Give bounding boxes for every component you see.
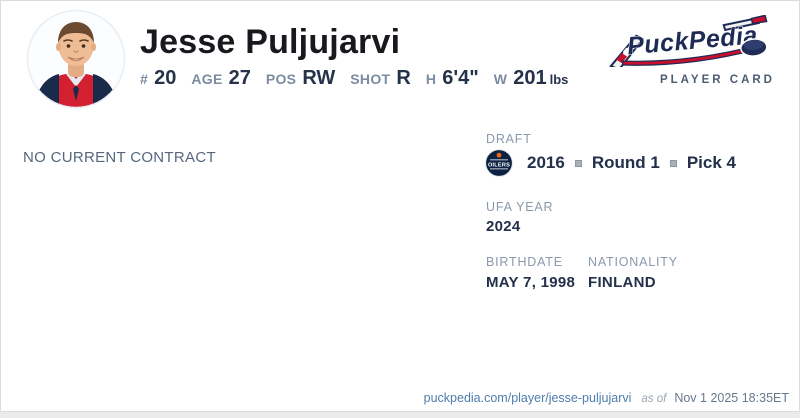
player-photo bbox=[26, 9, 126, 109]
nationality-value: FINLAND bbox=[588, 274, 656, 291]
player-name: Jesse Puljujarvi bbox=[140, 23, 401, 61]
stat-position-label: POS bbox=[265, 71, 297, 87]
draft-round: Round 1 bbox=[591, 153, 660, 172]
stat-age-label: AGE bbox=[191, 71, 223, 87]
stat-position: POS RW bbox=[266, 67, 335, 90]
stat-shot-value: R bbox=[396, 67, 411, 89]
avatar bbox=[26, 9, 126, 109]
birthdate-value: MAY 7, 1998 bbox=[486, 274, 576, 291]
stat-weight: W 201 lbs bbox=[494, 67, 569, 90]
timestamp: Nov 1 2025 18:35ET bbox=[674, 391, 789, 405]
nationality-label: NATIONALITY bbox=[588, 255, 678, 269]
player-card-subtitle: PLAYER CARD bbox=[659, 74, 775, 86]
stat-shot: SHOT R bbox=[350, 67, 411, 90]
stat-number: # 20 bbox=[140, 67, 176, 90]
puckpedia-logo-icon: PuckPedia bbox=[609, 14, 768, 71]
player-page-link[interactable]: puckpedia.com/player/jesse-puljujarvi bbox=[423, 391, 632, 405]
stat-age-value: 27 bbox=[228, 67, 251, 89]
draft-year: 2016 bbox=[527, 153, 565, 172]
brand-block: PuckPedia PLAYER CARD bbox=[607, 14, 775, 86]
draft-label: DRAFT bbox=[486, 132, 532, 146]
stat-number-label: # bbox=[140, 71, 149, 87]
separator-square-icon bbox=[574, 159, 582, 167]
svg-text:OILERS: OILERS bbox=[488, 162, 510, 168]
ufa-year-value: 2024 bbox=[486, 218, 521, 235]
as-of-label: as of bbox=[641, 393, 667, 405]
stat-weight-unit: lbs bbox=[549, 72, 569, 87]
player-stats-row: # 20 AGE 27 POS RW SHOT R H 6'4" W 201 bbox=[140, 67, 583, 90]
stat-weight-value: 201 bbox=[513, 67, 547, 89]
footer: puckpedia.com/player/jesse-puljujarvi as… bbox=[424, 391, 789, 405]
stat-age: AGE 27 bbox=[191, 67, 251, 90]
ufa-year-label: UFA YEAR bbox=[486, 200, 554, 214]
stat-height-label: H bbox=[425, 71, 437, 87]
stat-position-value: RW bbox=[302, 67, 336, 89]
stat-weight-label: W bbox=[493, 71, 508, 87]
svg-text:PuckPedia: PuckPedia bbox=[626, 21, 759, 60]
draft-pick: Pick 4 bbox=[686, 153, 736, 172]
draft-details: 2016 Round 1 Pick 4 bbox=[527, 153, 736, 173]
oilers-team-logo-icon: OILERS bbox=[485, 149, 513, 177]
birthdate-label: BIRTHDATE bbox=[486, 255, 563, 269]
stat-shot-label: SHOT bbox=[350, 71, 391, 87]
player-header: Jesse Puljujarvi # 20 AGE 27 POS RW SHOT… bbox=[140, 23, 583, 90]
stat-height: H 6'4" bbox=[426, 67, 479, 90]
stat-height-value: 6'4" bbox=[442, 67, 479, 89]
stat-number-value: 20 bbox=[154, 67, 177, 89]
separator-square-icon bbox=[669, 159, 677, 167]
draft-row: OILERS 2016 Round 1 Pick 4 bbox=[485, 149, 736, 177]
contract-status: NO CURRENT CONTRACT bbox=[23, 149, 216, 166]
